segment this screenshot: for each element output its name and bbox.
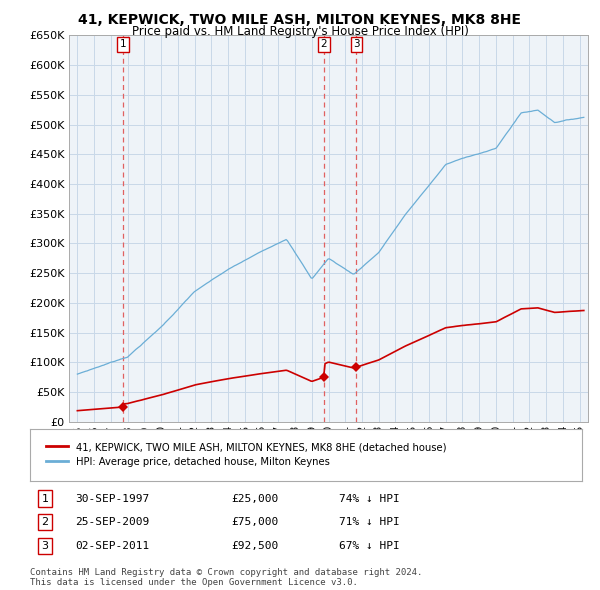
Text: Contains HM Land Registry data © Crown copyright and database right 2024.
This d: Contains HM Land Registry data © Crown c… bbox=[30, 568, 422, 587]
Legend: 41, KEPWICK, TWO MILE ASH, MILTON KEYNES, MK8 8HE (detached house), HPI: Average: 41, KEPWICK, TWO MILE ASH, MILTON KEYNES… bbox=[41, 437, 451, 473]
Text: 2: 2 bbox=[41, 517, 49, 527]
Text: £92,500: £92,500 bbox=[231, 541, 278, 550]
Text: £25,000: £25,000 bbox=[231, 494, 278, 503]
Text: 41, KEPWICK, TWO MILE ASH, MILTON KEYNES, MK8 8HE: 41, KEPWICK, TWO MILE ASH, MILTON KEYNES… bbox=[79, 13, 521, 27]
Text: Price paid vs. HM Land Registry's House Price Index (HPI): Price paid vs. HM Land Registry's House … bbox=[131, 25, 469, 38]
Text: £75,000: £75,000 bbox=[231, 517, 278, 527]
Text: 1: 1 bbox=[41, 494, 49, 503]
Text: 30-SEP-1997: 30-SEP-1997 bbox=[75, 494, 149, 503]
Text: 3: 3 bbox=[353, 40, 360, 50]
Text: 3: 3 bbox=[41, 541, 49, 550]
Text: 02-SEP-2011: 02-SEP-2011 bbox=[75, 541, 149, 550]
Text: 74% ↓ HPI: 74% ↓ HPI bbox=[339, 494, 400, 503]
Text: 71% ↓ HPI: 71% ↓ HPI bbox=[339, 517, 400, 527]
Text: 67% ↓ HPI: 67% ↓ HPI bbox=[339, 541, 400, 550]
Text: 25-SEP-2009: 25-SEP-2009 bbox=[75, 517, 149, 527]
Text: 1: 1 bbox=[120, 40, 127, 50]
Text: 2: 2 bbox=[320, 40, 327, 50]
